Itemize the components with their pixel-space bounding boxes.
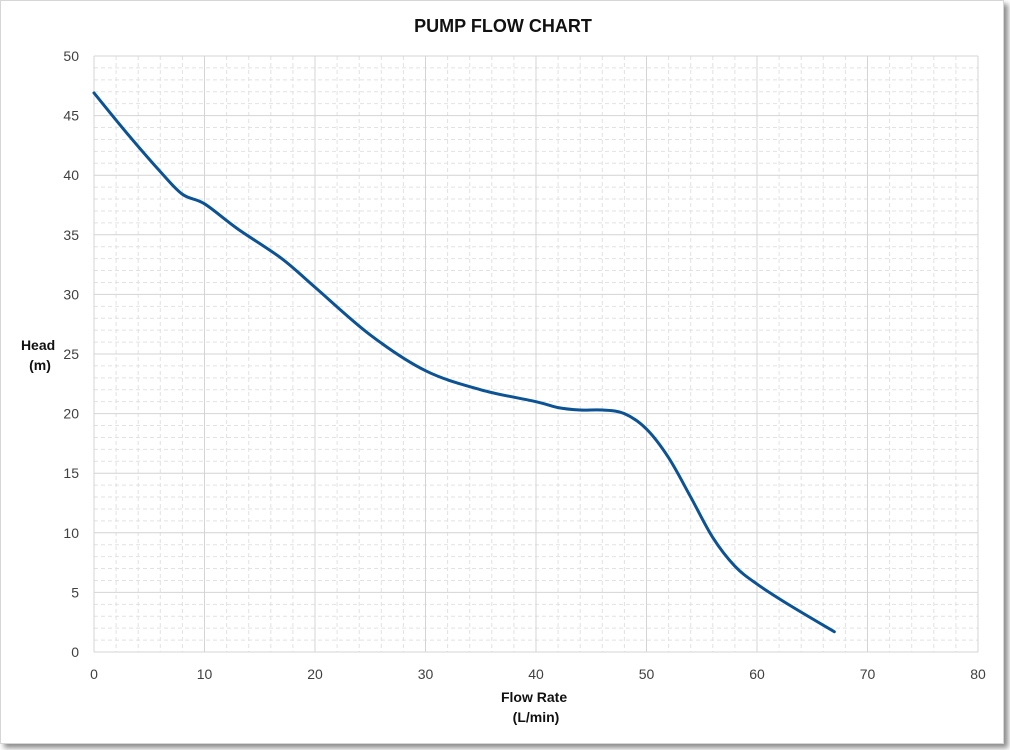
x-tick-label: 60 xyxy=(749,666,765,682)
y-axis-title-line-2: (m) xyxy=(29,357,51,373)
x-tick-label: 10 xyxy=(197,666,213,682)
y-tick-label: 0 xyxy=(71,644,79,660)
y-tick-label: 15 xyxy=(63,465,79,481)
y-tick-label: 20 xyxy=(63,406,79,422)
x-tick-label: 30 xyxy=(418,666,434,682)
x-axis-title: Flow Rate (L/min) xyxy=(501,689,571,725)
y-tick-label: 5 xyxy=(71,584,79,600)
x-tick-label: 80 xyxy=(970,666,986,682)
y-tick-label: 40 xyxy=(63,167,79,183)
x-axis-title-line-2: (L/min) xyxy=(513,709,560,725)
series-layer xyxy=(92,91,836,634)
x-tick-label: 40 xyxy=(528,666,544,682)
tick-labels: 0 10 20 30 40 50 60 70 80 0 5 10 15 20 25 30 35 40 45 50 xyxy=(63,48,986,682)
chart-title: PUMP FLOW CHART xyxy=(414,16,592,36)
y-tick-label: 25 xyxy=(63,346,79,362)
y-tick-label: 30 xyxy=(63,286,79,302)
major-gridlines xyxy=(93,55,979,653)
series-line xyxy=(92,91,836,634)
y-tick-label: 45 xyxy=(63,108,79,124)
x-tick-label: 0 xyxy=(90,666,98,682)
x-axis-title-line-1: Flow Rate xyxy=(501,689,567,705)
y-axis-title: Head (m) xyxy=(21,337,59,373)
x-tick-label: 20 xyxy=(307,666,323,682)
x-tick-label: 50 xyxy=(639,666,655,682)
y-tick-label: 10 xyxy=(63,525,79,541)
x-tick-label: 70 xyxy=(860,666,876,682)
y-tick-label: 35 xyxy=(63,227,79,243)
y-tick-label: 50 xyxy=(63,48,79,64)
y-axis-title-line-1: Head xyxy=(21,337,55,353)
